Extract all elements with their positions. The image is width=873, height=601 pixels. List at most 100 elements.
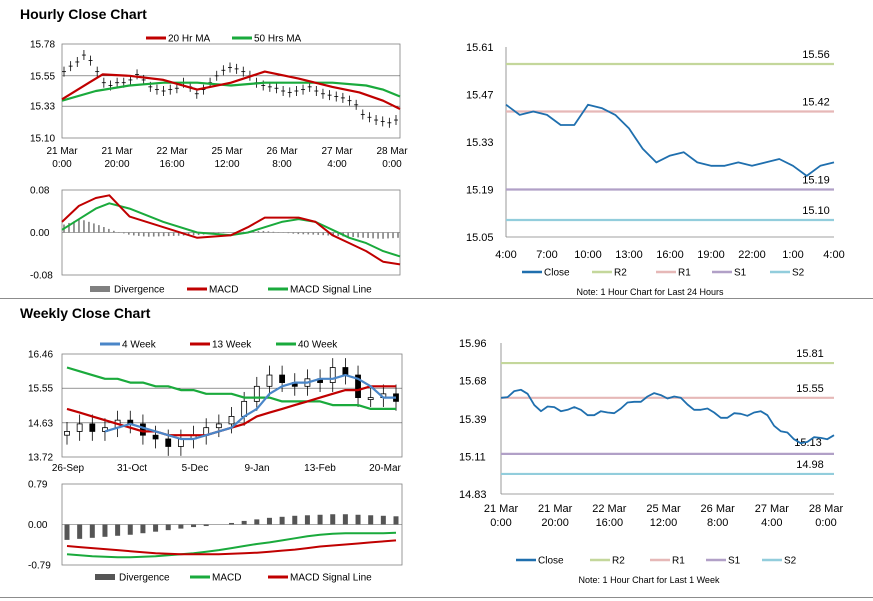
weekly-price-x-tick: 5-Dec — [182, 463, 209, 474]
weekly-candle-body — [64, 431, 70, 436]
hourly-levels-legend-r2-label: R2 — [614, 268, 627, 279]
weekly-divergence-bar — [380, 515, 386, 525]
weekly-candle-body — [140, 423, 146, 436]
weekly-divergence-bar — [178, 524, 184, 529]
weekly-price-plot-frame — [61, 353, 403, 458]
weekly-candle-body — [152, 434, 159, 440]
weekly-divergence-bar — [317, 514, 323, 525]
hourly-price-y-tick: 15.78 — [30, 40, 55, 51]
hourly-price-y-tick: 15.55 — [30, 71, 55, 82]
weekly-levels-legend-s2-label: S2 — [784, 556, 797, 567]
hourly-price-x-tick-time: 8:00 — [272, 159, 292, 170]
hourly-levels-y-tick: 15.19 — [466, 185, 494, 197]
weekly-price-x-tick: 9-Jan — [244, 463, 269, 474]
hourly-levels-legend-s1-label: S1 — [734, 268, 747, 279]
hourly-levels-x-tick: 13:00 — [615, 249, 643, 261]
hourly-price-x-tick-time: 0:00 — [382, 159, 402, 170]
weekly-divergence-bar — [191, 524, 197, 528]
hourly-levels-x-tick: 1:00 — [782, 249, 803, 261]
hourly-s2-value-label: 15.10 — [802, 205, 830, 217]
hourly-legend-20hr-ma-label: 20 Hr MA — [168, 34, 211, 45]
weekly-macd-y-tick: -0.79 — [28, 561, 51, 572]
hourly-price-x-tick-date: 21 Mar — [101, 146, 133, 157]
weekly-levels-x-tick-time: 12:00 — [650, 517, 678, 529]
weekly-s2-value-label: 14.98 — [796, 459, 824, 471]
hourly-legend-signal-label: MACD Signal Line — [290, 285, 372, 296]
weekly-candle-body — [165, 438, 172, 447]
weekly-levels-note: Note: 1 Hour Chart for Last 1 Week — [579, 575, 720, 585]
weekly-close-line — [500, 388, 835, 445]
weekly-section-title: Weekly Close Chart — [20, 305, 151, 321]
weekly-levels-x-tick-date: 22 Mar — [592, 503, 627, 515]
hourly-price-x-tick-time: 20:00 — [104, 159, 129, 170]
weekly-divergence-bar — [393, 516, 399, 525]
weekly-divergence-bar — [355, 514, 361, 525]
hourly-20hr-ma-line — [61, 70, 401, 110]
hourly-levels-legend-s2-label: S2 — [792, 268, 805, 279]
hourly-section-title: Hourly Close Chart — [20, 6, 147, 22]
weekly-candle-body — [215, 423, 222, 429]
hourly-price-x-tick-date: 21 Mar — [46, 146, 78, 157]
weekly-price-y-tick: 14.63 — [28, 418, 53, 429]
hourly-levels-y-tick: 15.47 — [466, 90, 494, 102]
weekly-candle-body — [342, 367, 349, 376]
weekly-candle-body — [228, 416, 235, 425]
weekly-levels-legend-close-label: Close — [538, 556, 564, 567]
hourly-price-plot-frame — [61, 43, 401, 139]
hourly-price-y-tick: 15.33 — [30, 102, 55, 113]
weekly-candle-body — [329, 367, 336, 383]
weekly-levels-x-tick-date: 27 Mar — [755, 503, 790, 515]
hourly-macd-signal-line — [61, 202, 401, 258]
hourly-levels-x-tick: 7:00 — [536, 249, 557, 261]
hourly-levels-x-tick: 4:00 — [495, 249, 516, 261]
hourly-levels-y-tick: 15.05 — [466, 232, 494, 244]
hourly-r1-value-label: 15.42 — [802, 96, 830, 108]
weekly-levels-x-tick-time: 16:00 — [596, 517, 624, 529]
hourly-legend-divergence-label: Divergence — [114, 285, 165, 296]
hourly-macd-y-tick: 0.08 — [30, 186, 50, 197]
weekly-divergence-bar — [165, 524, 171, 531]
weekly-levels-x-tick-time: 0:00 — [490, 517, 511, 529]
bottom-divider — [0, 597, 873, 598]
hourly-price-x-tick-date: 22 Mar — [156, 146, 188, 157]
hourly-price-x-tick-date: 25 Mar — [211, 146, 243, 157]
weekly-candle-body — [253, 385, 260, 402]
weekly-s1-value-label: 15.13 — [794, 437, 822, 449]
weekly-price-x-tick: 20-Mar — [369, 463, 401, 474]
hourly-levels-x-tick: 10:00 — [574, 249, 602, 261]
weekly-legend-40wk-label: 40 Week — [298, 340, 338, 351]
weekly-price-y-tick: 15.55 — [28, 384, 53, 395]
weekly-divergence-bar — [127, 524, 133, 535]
hourly-price-x-tick-time: 16:00 — [159, 159, 184, 170]
weekly-levels-legend-r2-label: R2 — [612, 556, 625, 567]
hourly-price-x-tick-date: 27 Mar — [321, 146, 353, 157]
hourly-price-y-tick: 15.10 — [30, 134, 55, 145]
weekly-divergence-bar — [115, 524, 121, 536]
weekly-divergence-bar — [102, 524, 108, 537]
weekly-price-x-tick: 31-Oct — [117, 463, 147, 474]
hourly-legend-50hr-ma-label: 50 Hrs MA — [254, 34, 302, 45]
hourly-levels-legend-r1-label: R1 — [678, 268, 691, 279]
hourly-r2-value-label: 15.56 — [802, 49, 830, 61]
weekly-price-x-tick: 26-Sep — [52, 463, 85, 474]
weekly-divergence-bar — [241, 520, 247, 525]
hourly-price-x-tick-time: 12:00 — [214, 159, 239, 170]
hourly-price-x-tick-date: 26 Mar — [266, 146, 298, 157]
weekly-legend-signal-label: MACD Signal Line — [290, 573, 372, 584]
weekly-divergence-bar — [153, 524, 159, 532]
weekly-divergence-bar — [140, 524, 146, 534]
hourly-price-x-tick-date: 28 Mar — [376, 146, 408, 157]
weekly-divergence-bar — [342, 514, 348, 525]
weekly-legend-divergence-label: Divergence — [119, 573, 170, 584]
weekly-r1-value-label: 15.55 — [796, 383, 824, 395]
weekly-levels-x-tick-date: 21 Mar — [484, 503, 519, 515]
weekly-candle-body — [89, 423, 96, 432]
weekly-macd-y-tick: 0.79 — [28, 480, 48, 491]
hourly-levels-x-tick: 16:00 — [656, 249, 684, 261]
weekly-divergence-bar — [330, 514, 336, 525]
weekly-legend-4wk-label: 4 Week — [122, 340, 157, 351]
weekly-levels-y-tick: 14.83 — [459, 489, 487, 501]
weekly-divergence-bar — [89, 524, 95, 538]
weekly-divergence-bar — [292, 515, 298, 525]
